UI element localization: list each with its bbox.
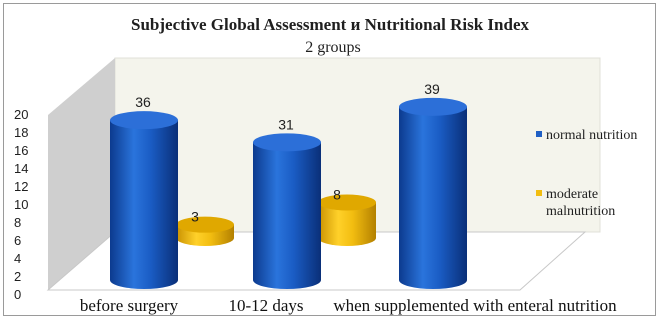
bar-moderate-malnutrition-top xyxy=(318,194,376,211)
legend-label-moderate: moderate malnutrition xyxy=(546,187,615,219)
y-tick-label: 16 xyxy=(14,143,28,158)
y-tick-label: 18 xyxy=(14,125,28,140)
data-label: 31 xyxy=(278,116,294,132)
legend-swatch-moderate xyxy=(536,190,542,196)
bar-moderate-malnutrition xyxy=(318,202,376,246)
bar-normal-nutrition xyxy=(253,142,321,289)
bar-normal-nutrition-top xyxy=(399,97,467,116)
data-label: 36 xyxy=(135,94,151,110)
chart-title: Subjective Global Assessment и Nutrition… xyxy=(131,15,529,34)
y-tick-label: 6 xyxy=(14,233,21,248)
y-tick-label: 2 xyxy=(14,269,21,284)
data-label: 39 xyxy=(424,81,440,97)
bar-moderate-malnutrition-top xyxy=(176,216,234,233)
legend-swatch-normal xyxy=(536,131,542,137)
y-tick-label: 20 xyxy=(14,107,28,122)
bar-normal-nutrition-top xyxy=(253,133,321,152)
legend-label-normal: normal nutrition xyxy=(546,128,637,143)
y-tick-label: 4 xyxy=(14,251,21,266)
chart-subtitle: 2 groups xyxy=(305,39,361,56)
category-labels: before surgery 10-12 days when supplemente… xyxy=(80,296,617,315)
x-category-label: 10-12 days xyxy=(228,296,303,315)
x-category-label: before surgery xyxy=(80,296,179,315)
y-axis-ticks: 0 2 4 6 8 10 12 14 16 18 20 xyxy=(14,107,28,302)
y-tick-label: 10 xyxy=(14,197,28,212)
bar-normal-nutrition xyxy=(399,106,467,289)
side-wall xyxy=(48,58,115,290)
bar-normal-nutrition-top xyxy=(110,111,178,130)
y-tick-label: 0 xyxy=(14,287,21,302)
bars: 3 8 36 31 39 xyxy=(110,81,467,289)
y-tick-label: 8 xyxy=(14,215,21,230)
y-tick-label: 12 xyxy=(14,179,28,194)
data-label: 3 xyxy=(191,209,199,225)
bar-normal-nutrition xyxy=(110,120,178,289)
legend: normal nutrition moderate malnutrition xyxy=(536,128,637,219)
data-label: 8 xyxy=(333,186,341,202)
x-category-label: when supplemented with enteral nutrition xyxy=(333,296,617,315)
y-tick-label: 14 xyxy=(14,161,28,176)
